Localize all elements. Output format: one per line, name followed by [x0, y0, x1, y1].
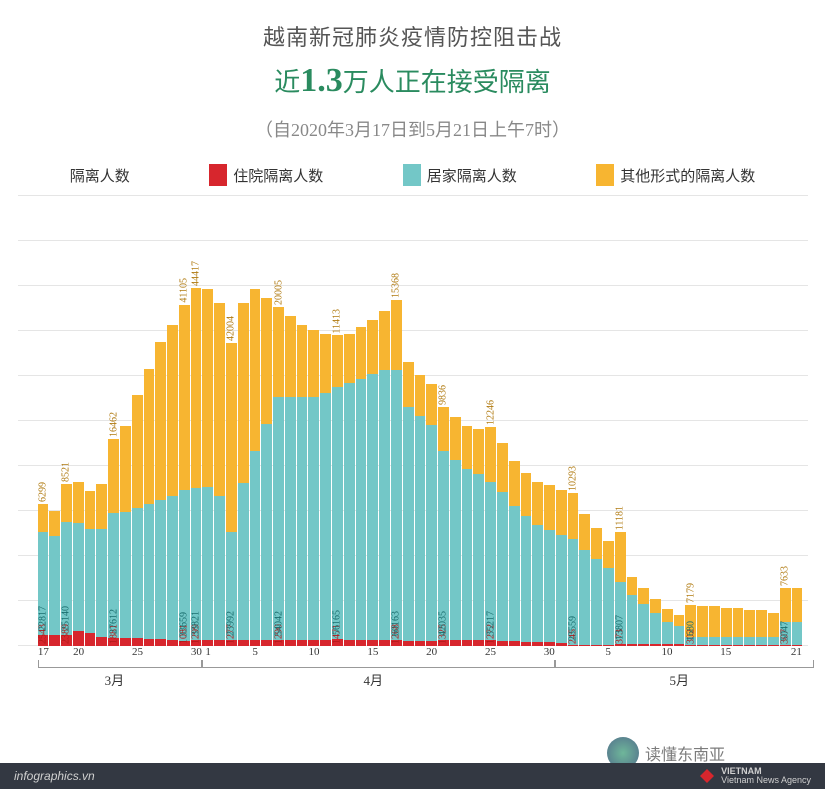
- bar-4-28: [521, 196, 532, 646]
- legend-item-hospital: 住院隔离人数: [209, 164, 323, 186]
- month-label: 4月: [364, 670, 384, 689]
- bar-4-21: 1325420359836: [438, 196, 449, 646]
- month-label: 5月: [670, 670, 690, 689]
- bar-4-14: [356, 196, 367, 646]
- bar-5-10: [662, 196, 673, 646]
- bar-5-15: [721, 196, 732, 646]
- bar-4-30: [544, 196, 555, 646]
- bar-3-17: 2543228176299: [38, 196, 49, 646]
- legend-item-home: 居家隔离人数: [403, 164, 517, 186]
- bar-5-8: [638, 196, 649, 646]
- chart-bars: 2543228176299 2389251408521 18812761216462…: [38, 196, 803, 646]
- bar-4-25: 12723521712246: [485, 196, 496, 646]
- title-line1: 越南新冠肺炎疫情防控阻击战: [0, 0, 825, 52]
- bar-4-27: [509, 196, 520, 646]
- legend-label-other: 其他形式的隔离人数: [620, 165, 755, 186]
- bar-5-11: [674, 196, 685, 646]
- bar-5-5: [603, 196, 614, 646]
- legend-swatch-home: [403, 164, 421, 186]
- bar-4-16: [379, 196, 390, 646]
- bar-3-20: [73, 196, 84, 646]
- bar-4-20: [426, 196, 437, 646]
- logo-icon: [699, 768, 715, 784]
- bar-4-17: 12686016315368: [391, 196, 402, 646]
- bar-5-2: 2452355910293: [568, 196, 579, 646]
- bar-4-8: [285, 196, 296, 646]
- bar-4-1: [202, 196, 213, 646]
- bar-4-15: [367, 196, 378, 646]
- legend-label-hospital: 住院隔离人数: [233, 165, 323, 186]
- bar-5-19: [768, 196, 779, 646]
- bar-3-27: [155, 196, 166, 646]
- bar-4-29: [532, 196, 543, 646]
- footer-right: VIETNAM Vietnam News Agency: [699, 767, 811, 785]
- bar-4-10: [308, 196, 319, 646]
- bar-3-22: [96, 196, 107, 646]
- bar-4-19: [415, 196, 426, 646]
- legend-swatch-hospital: [209, 164, 227, 186]
- bar-5-4: [591, 196, 602, 646]
- x-axis-months: 3月 4月 5月: [38, 666, 803, 686]
- bar-3-30: 12993382144417: [191, 196, 202, 646]
- legend: 隔离人数 住院隔离人数 居家隔离人数 其他形式的隔离人数: [0, 142, 825, 196]
- bar-4-13: [344, 196, 355, 646]
- title2-suffix: 万人正在接受隔离: [343, 68, 551, 97]
- watermark-text: 读懂东南亚: [645, 741, 725, 765]
- bar-4-18: [403, 196, 414, 646]
- bar-4-2: [214, 196, 225, 646]
- bar-5-6: 3731380711181: [615, 196, 626, 646]
- bar-4-3: 12772399242004: [226, 196, 237, 646]
- bar-3-18: [49, 196, 60, 646]
- legend-label-home: 居家隔离人数: [427, 165, 517, 186]
- bar-5-9: [650, 196, 661, 646]
- chart-area: 2543228176299 2389251408521 18812761216462…: [18, 196, 808, 686]
- legend-item-other: 其他形式的隔离人数: [596, 164, 755, 186]
- title2-number: 1.3: [300, 62, 343, 99]
- bar-3-25: [132, 196, 143, 646]
- bar-5-18: [756, 196, 767, 646]
- title2-prefix: 近: [274, 68, 300, 97]
- bar-4-22: [450, 196, 461, 646]
- bar-4-26: [497, 196, 508, 646]
- bar-5-17: [744, 196, 755, 646]
- legend-label-total: 隔离人数: [70, 165, 130, 186]
- bar-4-23: [462, 196, 473, 646]
- bar-3-23: 18812761216462: [108, 196, 119, 646]
- bar-5-21: [792, 196, 803, 646]
- bar-5-3: [579, 196, 590, 646]
- bar-4-24: [473, 196, 484, 646]
- bar-5-14: [709, 196, 720, 646]
- bar-3-26: [144, 196, 155, 646]
- bar-4-4: [238, 196, 249, 646]
- bar-4-9: [297, 196, 308, 646]
- footer-brand2: Vietnam News Agency: [721, 776, 811, 785]
- bar-5-1: [556, 196, 567, 646]
- bar-3-24: [120, 196, 131, 646]
- bar-3-28: [167, 196, 178, 646]
- bar-4-6: [261, 196, 272, 646]
- bar-5-12: 30216807179: [685, 196, 696, 646]
- infographic-container: 越南新冠肺炎疫情防控阻击战 近1.3万人正在接受隔离 （自2020年3月17日到…: [0, 0, 825, 789]
- legend-swatch-other: [596, 164, 614, 186]
- footer-bar: infographics.vn VIETNAM Vietnam News Age…: [0, 763, 825, 789]
- title-line2: 近1.3万人正在接受隔离: [0, 52, 825, 100]
- bar-3-19: 2389251408521: [61, 196, 72, 646]
- bar-5-20: 30750477633: [780, 196, 791, 646]
- month-label: 3月: [105, 670, 125, 689]
- subtitle-date-range: （自2020年3月17日到5月21日上午7时）: [0, 100, 825, 142]
- bar-3-29: 10813365941105: [179, 196, 190, 646]
- footer-left: infographics.vn: [14, 769, 95, 783]
- bar-4-12: 14715616511413: [332, 196, 343, 646]
- bar-5-7: [627, 196, 638, 646]
- legend-item-total: 隔离人数: [70, 165, 130, 186]
- bar-3-21: [85, 196, 96, 646]
- bar-5-13: [697, 196, 708, 646]
- bar-4-11: [320, 196, 331, 646]
- bar-5-16: [733, 196, 744, 646]
- bar-4-5: [250, 196, 261, 646]
- bar-4-7: 12905404220005: [273, 196, 284, 646]
